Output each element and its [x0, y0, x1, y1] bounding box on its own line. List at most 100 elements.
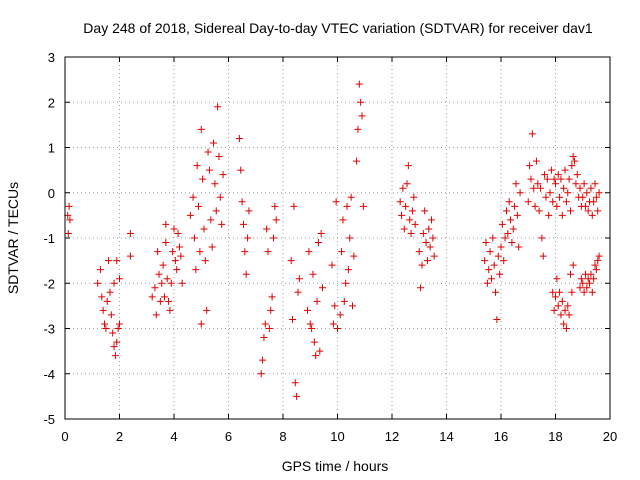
data-point [562, 325, 570, 332]
x-tick-label: 16 [494, 429, 508, 444]
data-point [347, 193, 355, 201]
data-point [219, 171, 227, 179]
data-point [562, 198, 570, 206]
data-point [238, 198, 246, 206]
grid-lines [65, 57, 610, 419]
data-point [294, 288, 302, 296]
data-point [538, 234, 546, 242]
data-point [167, 279, 175, 287]
data-point [531, 202, 539, 210]
data-point [513, 211, 521, 219]
data-point [590, 275, 598, 283]
data-point [291, 379, 299, 387]
y-tick-label: -2 [43, 276, 55, 291]
data-point [406, 216, 414, 224]
data-point [308, 325, 316, 332]
y-tick-label: 3 [48, 50, 55, 65]
data-point [261, 320, 269, 328]
data-point [156, 297, 164, 305]
data-point [113, 338, 121, 346]
data-point [535, 207, 543, 215]
data-point [588, 288, 596, 296]
data-point [415, 248, 423, 256]
data-point [583, 189, 591, 197]
data-point [197, 320, 205, 328]
data-point [289, 315, 297, 323]
x-axis-label: GPS time / hours [282, 458, 389, 474]
data-point [569, 153, 577, 161]
data-point [200, 225, 208, 233]
y-axis-label: SDTVAR / TECUs [5, 182, 21, 294]
data-point [594, 257, 602, 265]
data-point [267, 306, 275, 314]
data-point [148, 293, 156, 301]
data-point [171, 257, 179, 265]
data-point [174, 229, 182, 237]
data-point [215, 153, 223, 161]
data-point [568, 288, 576, 296]
data-point [496, 270, 504, 278]
data-point [532, 157, 540, 165]
data-point [109, 329, 117, 337]
data-point [116, 275, 123, 283]
data-point [553, 275, 561, 283]
data-point [244, 234, 252, 242]
data-point [505, 198, 513, 206]
data-points [64, 80, 603, 400]
data-point [591, 180, 599, 188]
x-tick-label: 8 [279, 429, 286, 444]
data-point [528, 130, 536, 138]
data-point [259, 356, 267, 364]
data-point [577, 275, 585, 283]
data-point [340, 297, 348, 305]
data-point [423, 257, 431, 265]
data-point [404, 162, 412, 170]
data-point [524, 198, 532, 206]
data-point [485, 266, 493, 274]
data-point [483, 279, 491, 287]
data-point [527, 175, 535, 183]
data-point [493, 315, 501, 323]
data-point [342, 279, 350, 287]
data-point [204, 148, 212, 156]
data-point [587, 270, 595, 278]
data-point [564, 189, 572, 197]
y-tick-label: -4 [43, 367, 55, 382]
data-point [354, 125, 362, 133]
data-point [177, 252, 185, 260]
data-point [192, 266, 200, 274]
data-point [398, 211, 406, 219]
data-point [425, 225, 433, 233]
x-tick-label: 6 [225, 429, 232, 444]
data-point [103, 297, 111, 305]
data-point [290, 202, 298, 210]
data-point [579, 279, 587, 287]
data-point [421, 207, 429, 215]
data-point [216, 193, 224, 201]
data-point [162, 239, 170, 247]
data-point [502, 207, 510, 215]
data-point [564, 302, 572, 310]
data-point [237, 166, 245, 174]
data-point [305, 248, 313, 256]
data-point [170, 225, 178, 233]
data-point [207, 216, 215, 224]
x-tick-label: 14 [439, 429, 453, 444]
data-point [107, 311, 115, 319]
data-point [515, 243, 523, 251]
plot-frame [64, 56, 611, 420]
data-point [545, 211, 553, 219]
data-point [568, 162, 576, 170]
data-point [159, 261, 167, 269]
data-point [64, 229, 72, 237]
data-point [313, 297, 321, 305]
data-point [419, 229, 427, 237]
data-point [565, 311, 573, 319]
data-point [344, 266, 352, 274]
data-point [113, 257, 121, 265]
x-tick-label: 0 [61, 429, 68, 444]
data-point [580, 180, 588, 188]
data-point [481, 257, 489, 265]
data-point [557, 311, 565, 319]
data-point [558, 297, 566, 305]
